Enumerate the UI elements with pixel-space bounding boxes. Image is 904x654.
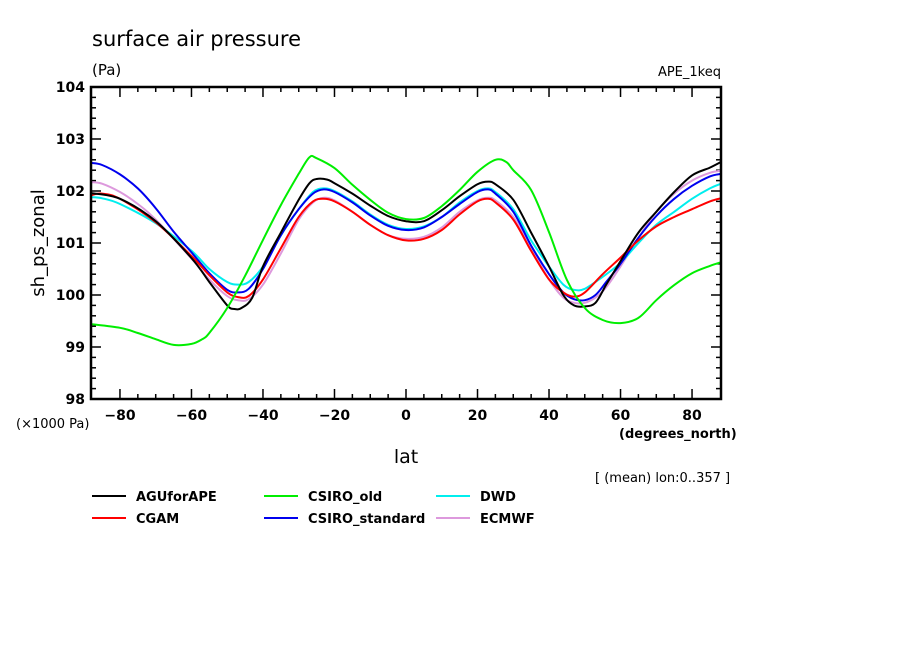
x-tick-labels: −80 −60 −40 −20 0 20 40 60 80: [104, 408, 702, 424]
legend-label: DWD: [480, 490, 516, 505]
x-tick-label: −80: [104, 408, 135, 424]
plot-lines: [90, 154, 722, 347]
legend-label: AGUforAPE: [136, 490, 217, 505]
series-line-csiro-standard: [90, 161, 722, 302]
x-tick-label: −40: [247, 408, 278, 424]
y-tick-label: 101: [56, 236, 85, 252]
x-tick-label: 20: [468, 408, 488, 424]
y-tick-labels: 98 99 100 101 102 103 104: [56, 80, 85, 408]
x-tick-label: −60: [176, 408, 207, 424]
series-line-csiro-old: [90, 154, 722, 347]
x-tick-label: 0: [401, 408, 411, 424]
y-tick-label: 100: [56, 288, 85, 304]
y-tick-label: 99: [66, 340, 85, 356]
legend-label: CSIRO_old: [308, 490, 382, 505]
y-tick-label: 103: [56, 132, 85, 148]
x-tick-label: −20: [319, 408, 350, 424]
series-line-cgam: [90, 192, 722, 299]
legend-item: DWD: [436, 490, 516, 505]
footnote: [ (mean) lon:0..357 ]: [595, 471, 730, 486]
x-tick-label: 40: [539, 408, 559, 424]
y-tick-label: 98: [66, 392, 85, 408]
legend-label: CGAM: [136, 512, 179, 527]
chart-title: surface air pressure: [92, 27, 301, 51]
series-line-dwd: [90, 182, 722, 292]
plot-frame: [89, 85, 723, 401]
legend-item: AGUforAPE: [92, 490, 217, 505]
axis-ticks: [91, 86, 721, 400]
series-line-ecmwf: [90, 169, 722, 305]
legend-item: CGAM: [92, 512, 179, 527]
experiment-label: APE_1keq: [658, 65, 721, 80]
units-label: (Pa): [92, 61, 121, 79]
legend-label: CSIRO_standard: [308, 512, 425, 527]
legend-item: CSIRO_old: [264, 490, 382, 505]
x-tick-label: 80: [682, 408, 702, 424]
series-line-aguforape: [90, 161, 722, 311]
x-tick-label: 60: [611, 408, 631, 424]
x-axis-label: lat: [394, 446, 418, 468]
y-tick-label: 102: [56, 184, 85, 200]
y-tick-label: 104: [56, 80, 85, 96]
legend-label: ECMWF: [480, 512, 535, 527]
legend-item: ECMWF: [436, 512, 535, 527]
y-axis-label: sh_ps_zonal: [28, 189, 49, 297]
y-scale-note: (×1000 Pa): [16, 417, 89, 432]
legend-item: CSIRO_standard: [264, 512, 425, 527]
legend: AGUforAPE CGAM CSIRO_old CSIRO_standard DWD E…: [92, 490, 535, 527]
x-units-label: (degrees_north): [619, 427, 737, 442]
